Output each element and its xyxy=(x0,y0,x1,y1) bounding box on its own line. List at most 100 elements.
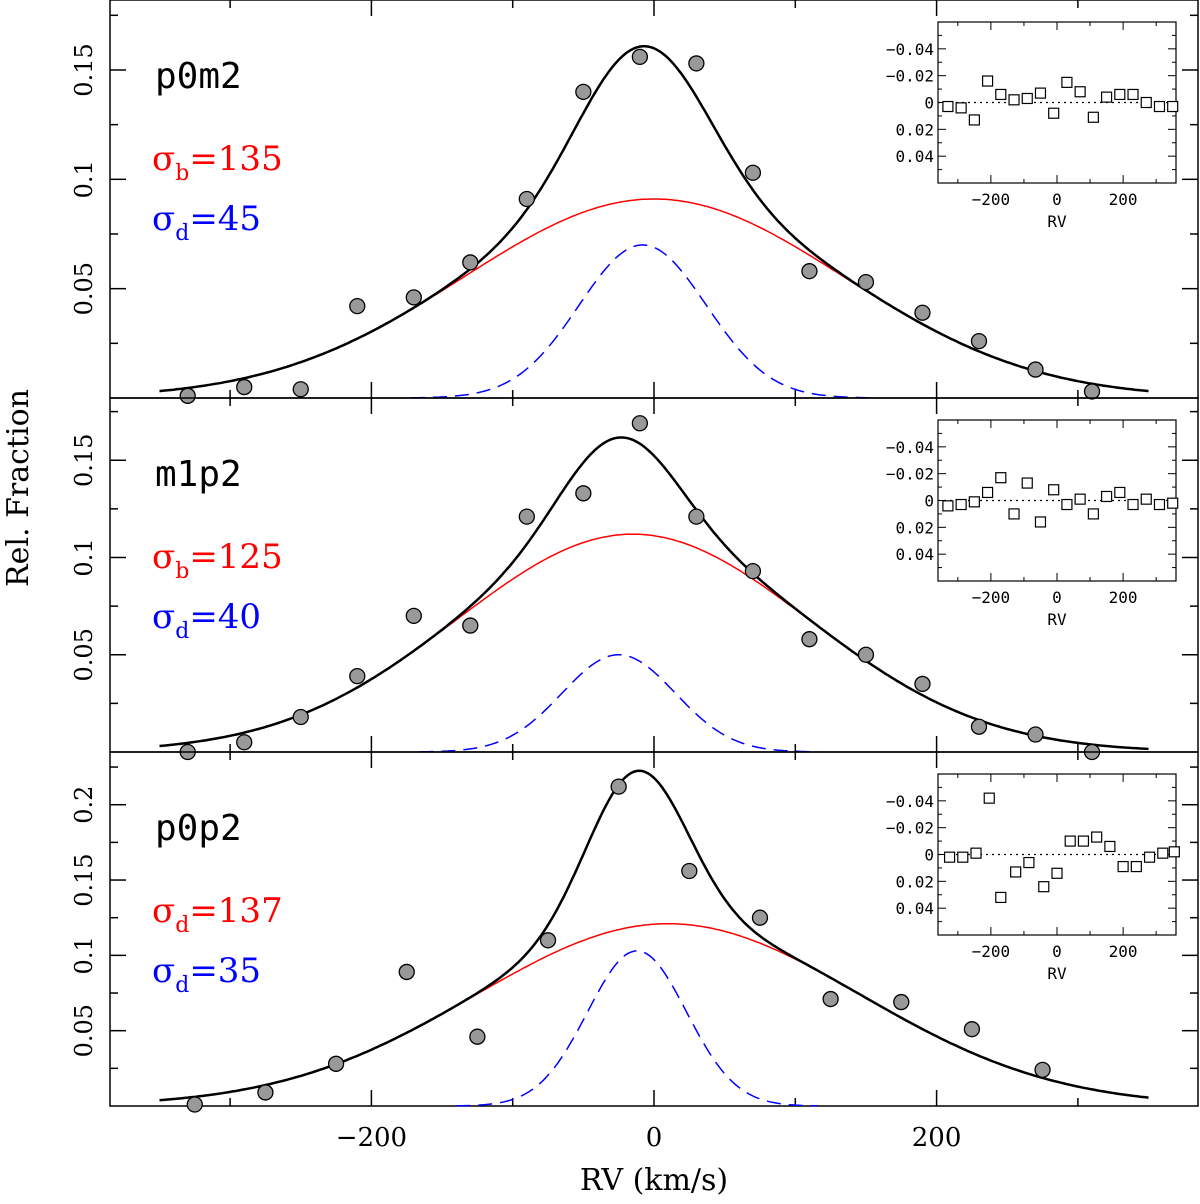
sigma-symbol: σ xyxy=(152,139,175,179)
inset-x-label: RV xyxy=(1047,610,1067,629)
panel-p0m2: 0.050.10.15 p0m2σb=135σd=45−0.04−0.0200.0… xyxy=(70,0,1199,404)
inset-residual-point xyxy=(1140,96,1152,109)
data-point xyxy=(518,508,535,525)
inset-residual-point xyxy=(1008,94,1020,106)
inset-residual-point xyxy=(957,851,969,863)
data-point xyxy=(179,387,196,404)
inset-residual-point xyxy=(968,496,980,508)
inset-x-tick-label: 0 xyxy=(1052,190,1062,209)
data-point xyxy=(518,190,535,208)
data-point xyxy=(349,298,366,315)
y-tick-label: 0.1 xyxy=(70,936,98,974)
inset-frame xyxy=(937,21,1177,184)
data-point xyxy=(575,485,592,502)
inset-residual-point xyxy=(1100,91,1113,103)
inset-residual-point xyxy=(1127,498,1139,511)
inset-p0p2: −0.04 −0.02 0 0.02 0.04 −200 0 200 RV xyxy=(886,773,1180,983)
y-tick-label: 0.05 xyxy=(70,262,98,315)
inset-residual-point xyxy=(1087,508,1099,520)
inset-residual-point xyxy=(1064,835,1076,847)
inset-residual-point xyxy=(955,498,967,511)
inset-y-tick-label: 0.02 xyxy=(895,872,934,891)
data-point xyxy=(292,381,309,398)
x-tick-label: 0 xyxy=(646,1123,663,1153)
inset-residual-point xyxy=(1114,486,1126,499)
data-point xyxy=(751,909,769,926)
sigma-subscript: b xyxy=(175,559,189,584)
inset-residual-point xyxy=(1153,498,1166,511)
inset-y-tick-label: 0 xyxy=(924,94,934,113)
sigma-symbol: σ xyxy=(152,537,175,577)
data-point xyxy=(539,932,557,949)
sigma-subscript: d xyxy=(175,973,189,998)
inset-residual-point xyxy=(1048,484,1060,496)
inset-x-tick-label: −200 xyxy=(972,190,1011,209)
inset-residual-point xyxy=(995,88,1007,101)
sigma-label: σb=135 xyxy=(152,139,283,186)
data-point xyxy=(857,273,875,291)
data-point xyxy=(681,862,698,880)
data-point xyxy=(1034,1061,1051,1078)
inset-residual-point xyxy=(981,75,994,87)
sigma-symbol: σ xyxy=(152,891,175,931)
data-point xyxy=(462,254,479,271)
inset-residual-point xyxy=(1023,856,1035,869)
y-axis-label: Rel. Fraction xyxy=(1,389,36,587)
data-point xyxy=(186,1096,203,1113)
data-point xyxy=(405,607,422,624)
data-point xyxy=(405,289,422,306)
inset-x-tick-label: 0 xyxy=(1052,588,1062,607)
inset-residual-point xyxy=(1034,516,1047,528)
inset-residual-point xyxy=(1167,497,1179,509)
sigma-value: =135 xyxy=(189,139,282,179)
data-point xyxy=(970,332,988,350)
inset-residual-point xyxy=(1157,847,1169,859)
data-point xyxy=(857,646,875,663)
data-point xyxy=(688,55,705,72)
inset-y-tick-label: 0.04 xyxy=(895,899,934,918)
inset-m1p2: −0.04 −0.02 0 0.02 0.04 −200 0 200 RV xyxy=(886,419,1179,629)
x-tick-label: 200 xyxy=(912,1123,962,1153)
sigma-label: σd=45 xyxy=(152,199,261,246)
panel-p0p2: −200 0 2000.050.10.150.2p0p2σd=137σd=35−0.… xyxy=(70,751,1199,1153)
data-point xyxy=(631,48,649,66)
sigma-subscript: b xyxy=(175,161,189,186)
data-point xyxy=(257,1084,274,1101)
inset-residual-point xyxy=(955,102,967,114)
data-point xyxy=(688,508,705,525)
inset-residual-point xyxy=(1127,88,1139,101)
inset-residual-point xyxy=(942,100,954,113)
y-tick-label: 0.05 xyxy=(70,1004,98,1057)
y-tick-label: 0.2 xyxy=(70,786,98,824)
sigma-subscript: d xyxy=(175,913,189,938)
y-tick-label: 0.1 xyxy=(70,160,98,198)
sigma-subscript: d xyxy=(175,221,189,246)
data-point xyxy=(462,617,479,634)
data-point xyxy=(970,718,988,735)
inset-residual-point xyxy=(1100,490,1113,503)
inset-residual-point xyxy=(1051,867,1063,879)
x-axis-label: RV (km/s) xyxy=(580,1163,728,1198)
inset-x-label: RV xyxy=(1047,964,1067,983)
inset-y-tick-label: −0.04 xyxy=(886,40,934,59)
sigma-value: =137 xyxy=(189,891,282,931)
inset-residual-point xyxy=(1061,76,1073,88)
inset-residual-point xyxy=(995,472,1007,484)
inset-residual-point xyxy=(942,500,954,512)
inset-y-tick-label: 0 xyxy=(924,492,934,511)
panel-name-label: m1p2 xyxy=(155,454,242,495)
inset-p0m2: −0.04 −0.02 0 0.02 0.04 −200 0 200 RV xyxy=(886,21,1179,231)
inset-residual-point xyxy=(1153,100,1166,113)
y-tick-label: 0.1 xyxy=(70,538,98,576)
narrow-component-curve xyxy=(419,654,818,753)
inset-y-tick-label: 0 xyxy=(924,846,934,865)
inset-residual-point xyxy=(970,847,982,859)
inset-residual-point xyxy=(1061,498,1073,511)
inset-residual-point xyxy=(1048,107,1060,119)
panels-group: 0.050.10.15 p0m2σb=135σd=45−0.04−0.0200.0… xyxy=(70,0,1199,1153)
inset-residual-point xyxy=(1117,860,1129,873)
data-point xyxy=(1083,383,1101,400)
inset-residual-point xyxy=(1074,86,1086,98)
inset-residual-point xyxy=(981,486,994,499)
inset-x-tick-label: 0 xyxy=(1052,942,1062,961)
